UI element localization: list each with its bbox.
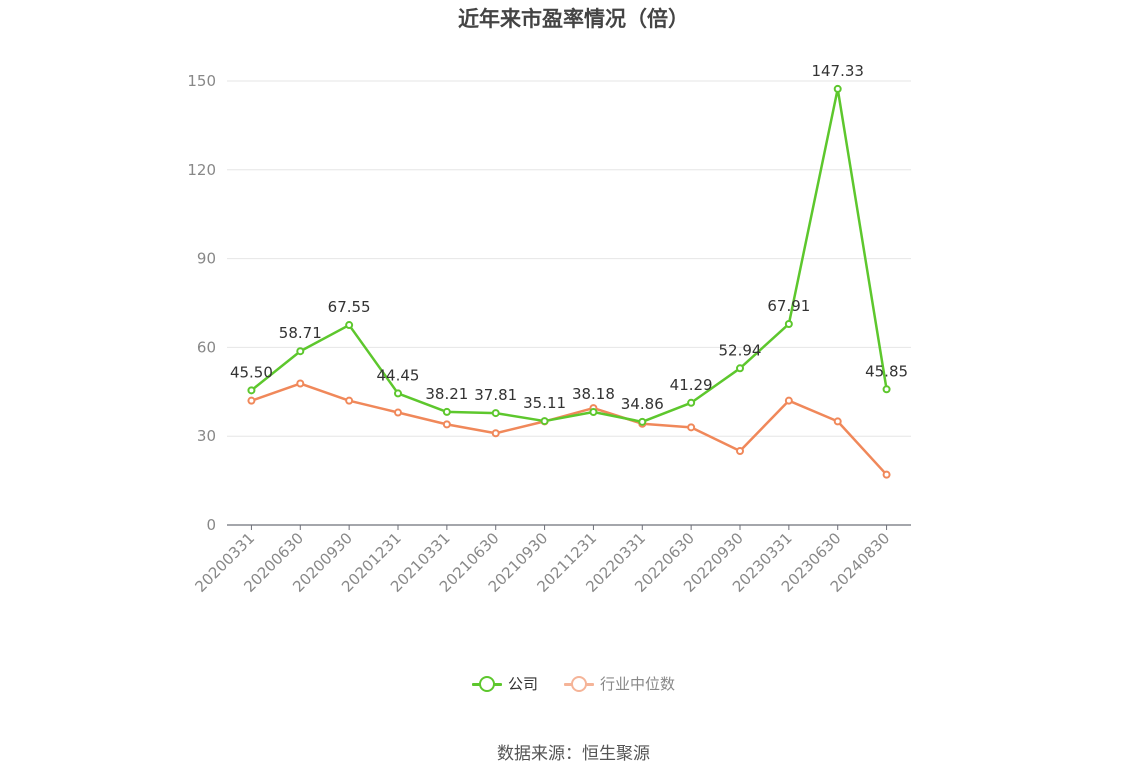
y-tick-label-90: 90 — [197, 250, 216, 268]
company-point-20201231 — [394, 389, 402, 398]
chart-title: 近年来市盈率情况（倍） — [458, 7, 689, 31]
data-label-20220930: 52.94 — [719, 341, 762, 359]
y-tick-label-60: 60 — [197, 338, 216, 356]
industry-median-point-20220630 — [687, 423, 696, 432]
data-label-20211231: 38.18 — [572, 385, 615, 403]
company-point-20230630 — [833, 84, 842, 93]
series — [247, 84, 891, 479]
data-label-20230630: 147.33 — [811, 62, 864, 80]
industry-median-point-20230331 — [784, 396, 793, 405]
data-label-20230331: 67.91 — [767, 297, 810, 315]
company-point-20220331 — [638, 417, 647, 426]
y-tick-label-150: 150 — [187, 72, 216, 90]
industry-median-point-20240830 — [882, 470, 891, 479]
data-labels: 45.50 58.71 67.55 44.45 38.21 37.81 35.11 38.18… — [230, 62, 908, 413]
legend-swatch-industry-median — [564, 675, 594, 692]
data-label-20200331: 45.50 — [230, 363, 273, 381]
series-line-industry-median — [251, 382, 888, 476]
legend: 公司 行业中位数 — [0, 673, 1147, 694]
industry-median-point-20220930 — [736, 447, 744, 455]
company-point-20200630 — [296, 347, 305, 356]
company-point-20200331 — [247, 386, 256, 395]
company-point-20211231 — [589, 407, 598, 416]
line-chart: 0306090120150202003312020063020200930202… — [187, 62, 911, 596]
data-label-20210331: 38.21 — [425, 385, 468, 403]
company-point-20210331 — [442, 407, 451, 416]
y-tick-label-120: 120 — [187, 161, 216, 179]
data-label-20201231: 44.45 — [377, 366, 420, 384]
industry-median-point-20210630 — [491, 429, 500, 438]
gridlines — [227, 80, 911, 437]
data-label-20220331: 34.86 — [621, 395, 664, 413]
legend-item-company[interactable]: 公司 — [471, 673, 538, 694]
company-point-20230331 — [784, 319, 793, 328]
data-label-20200630: 58.71 — [279, 324, 322, 342]
data-label-20210630: 37.81 — [474, 386, 517, 404]
industry-median-point-20210331 — [442, 420, 451, 429]
company-point-20210630 — [491, 409, 500, 418]
company-point-20210930 — [540, 417, 549, 426]
y-tick-label-30: 30 — [197, 427, 216, 445]
legend-label-company: 公司 — [507, 675, 538, 693]
series-line-company — [250, 87, 888, 424]
source-note: 数据来源：恒生聚源 — [497, 744, 650, 764]
legend-swatch-company — [471, 675, 502, 692]
legend-item-industry-median[interactable]: 行业中位数 — [564, 673, 675, 694]
company-point-20220930 — [736, 364, 744, 373]
data-label-20210930: 35.11 — [523, 394, 566, 412]
company-point-20220630 — [687, 398, 696, 407]
company-point-20200930 — [345, 321, 354, 330]
data-label-20220630: 41.29 — [670, 376, 713, 394]
industry-median-point-20230630 — [833, 417, 842, 426]
y-tick-label-0: 0 — [206, 516, 216, 534]
industry-median-point-20201231 — [394, 408, 402, 417]
industry-median-point-20200930 — [345, 396, 354, 405]
legend-label-industry-median: 行业中位数 — [600, 675, 676, 693]
company-point-20240830 — [882, 385, 891, 394]
data-label-20240830: 45.85 — [865, 362, 908, 380]
data-label-20200930: 67.55 — [328, 298, 371, 316]
industry-median-point-20200630 — [296, 379, 305, 388]
industry-median-point-20200331 — [247, 396, 256, 405]
